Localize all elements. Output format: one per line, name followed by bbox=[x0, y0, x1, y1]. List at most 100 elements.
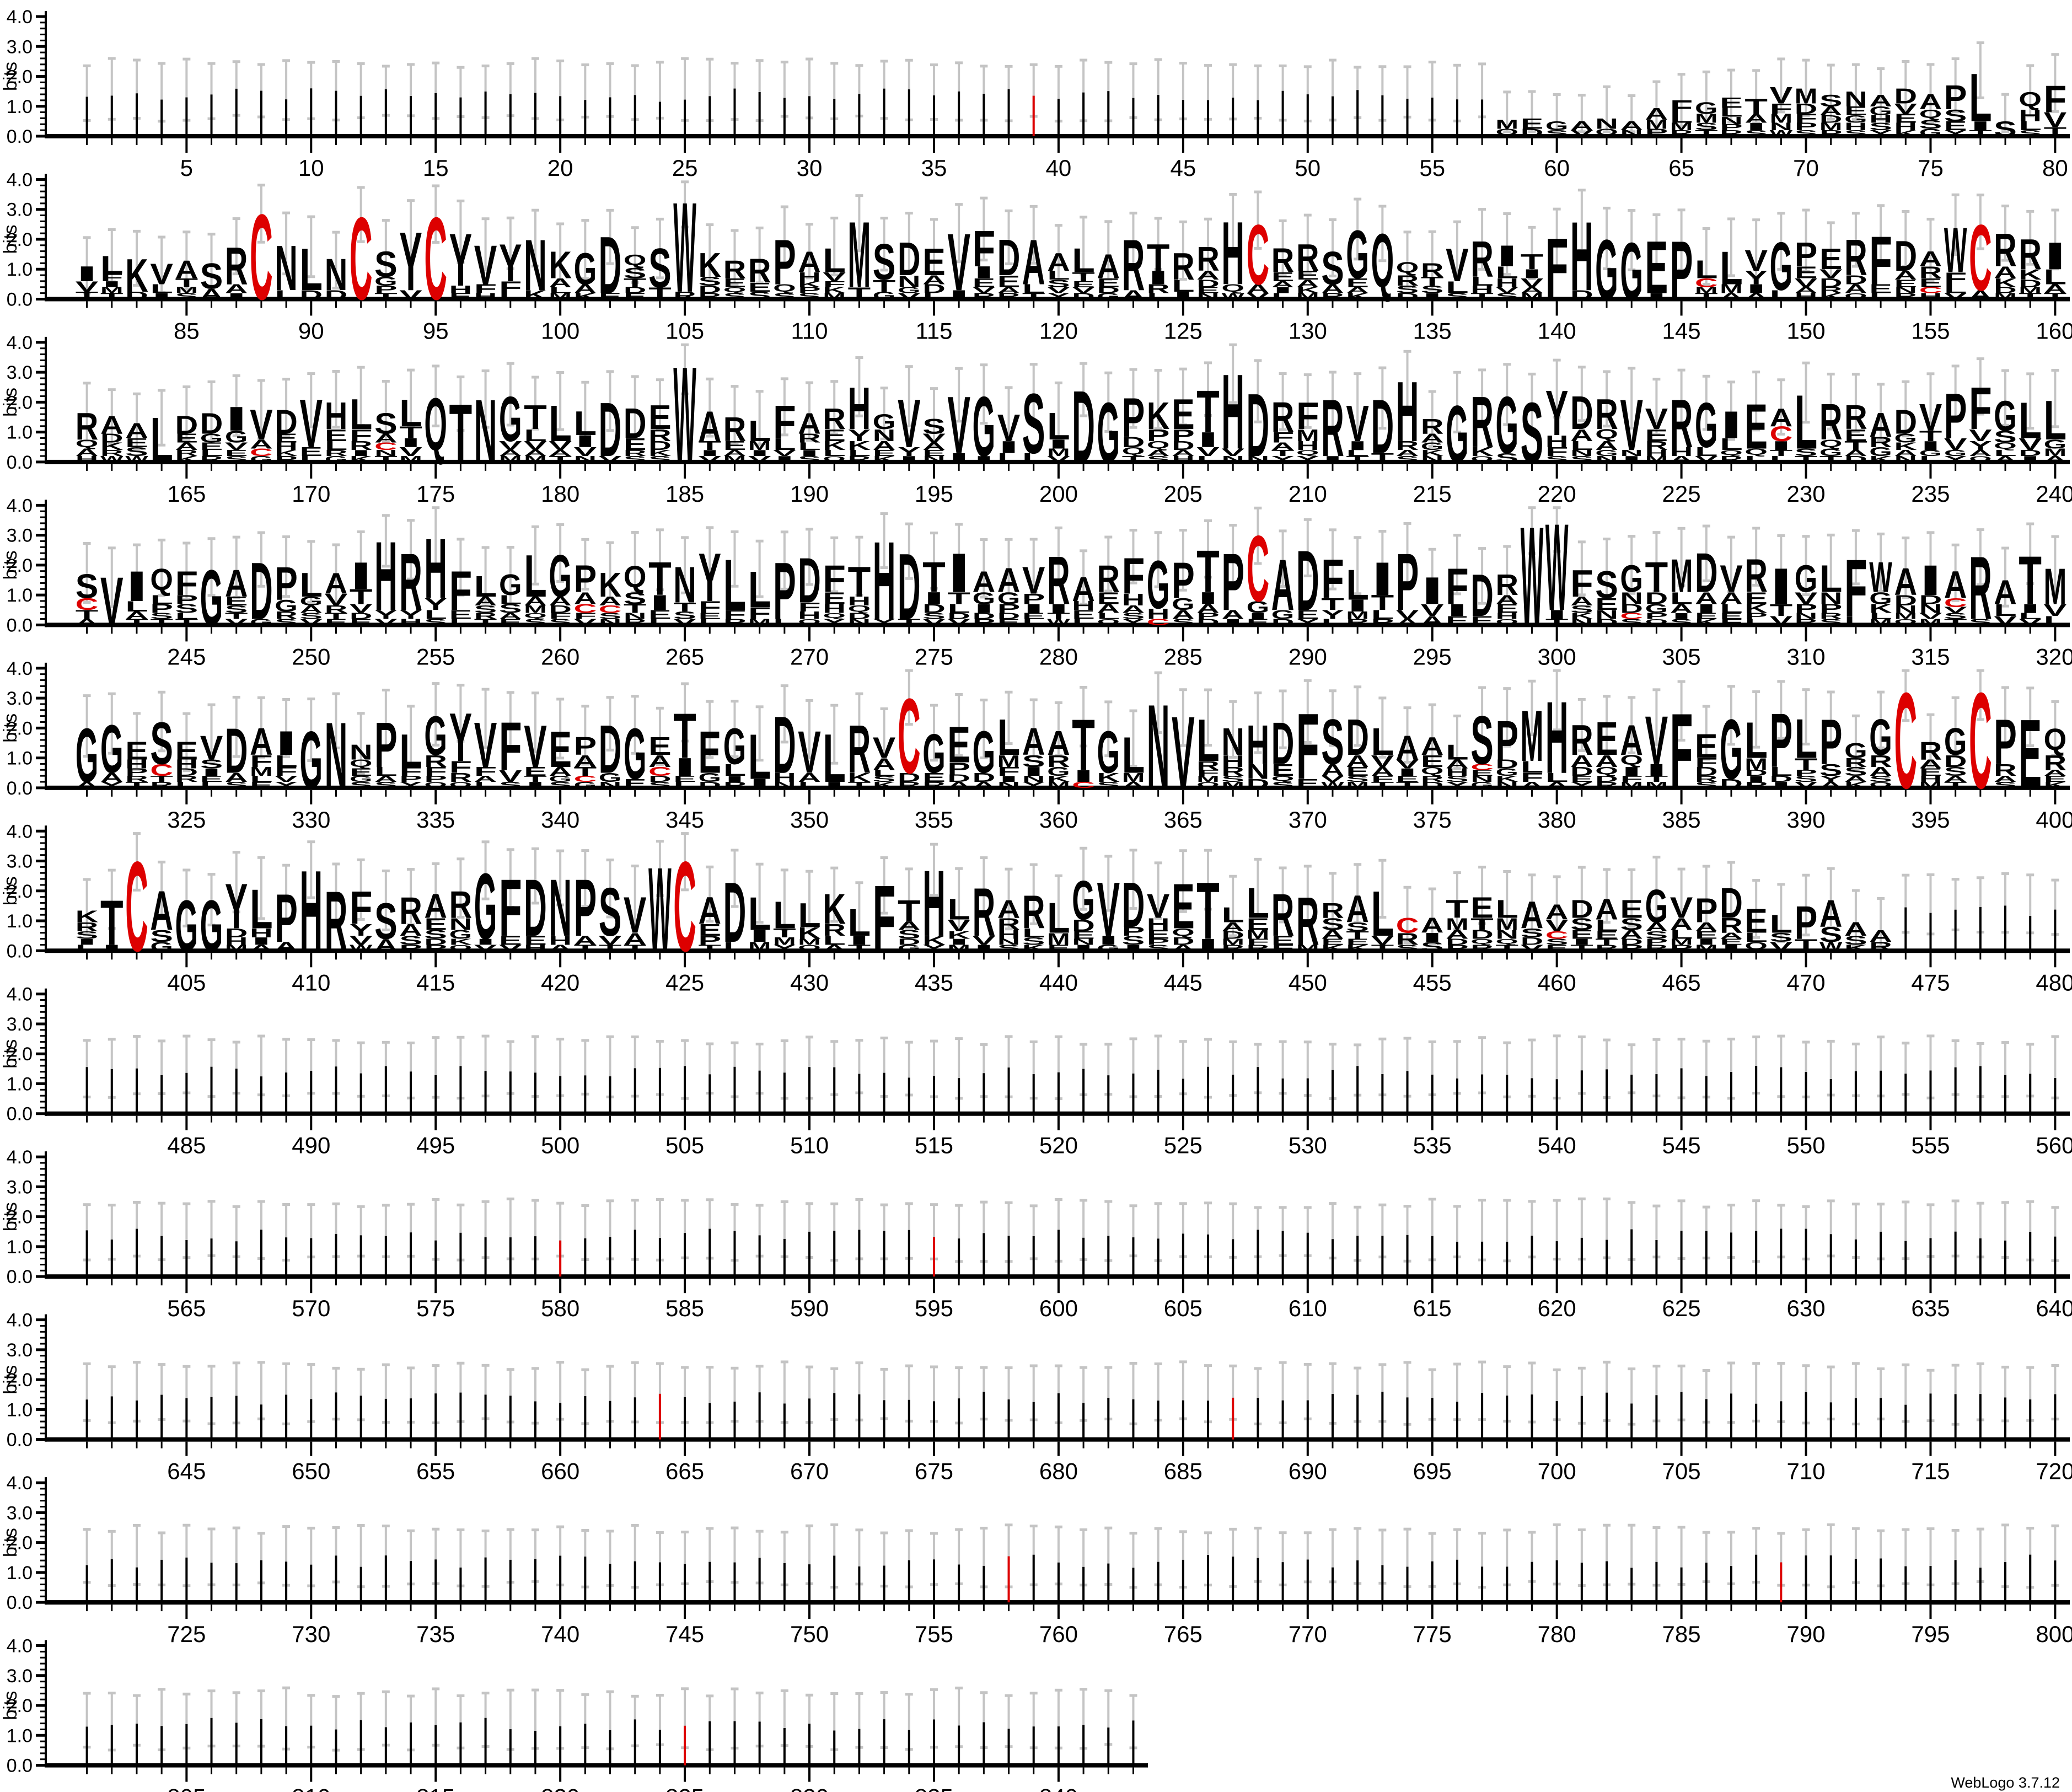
svg-text:C: C bbox=[250, 189, 273, 325]
svg-text:390: 390 bbox=[1786, 807, 1825, 833]
svg-text:A: A bbox=[1421, 732, 1444, 761]
svg-text:I: I bbox=[1720, 404, 1743, 447]
svg-text:L: L bbox=[549, 395, 572, 452]
svg-text:V: V bbox=[1744, 244, 1768, 278]
svg-text:V: V bbox=[1047, 286, 1070, 295]
svg-text:G: G bbox=[1620, 558, 1643, 601]
svg-text:G: G bbox=[1720, 702, 1743, 797]
svg-text:70: 70 bbox=[1793, 155, 1819, 181]
svg-text:bits: bits bbox=[0, 713, 21, 743]
svg-text:M: M bbox=[2044, 559, 2067, 615]
svg-text:G: G bbox=[424, 705, 447, 767]
svg-text:A: A bbox=[150, 880, 173, 942]
svg-text:H: H bbox=[848, 376, 871, 442]
svg-text:P: P bbox=[275, 557, 298, 610]
svg-text:255: 255 bbox=[416, 643, 455, 669]
svg-text:E: E bbox=[997, 272, 1021, 291]
svg-text:D: D bbox=[1097, 286, 1120, 295]
svg-text:F: F bbox=[1321, 548, 1344, 610]
svg-text:4.0: 4.0 bbox=[7, 821, 33, 842]
svg-text:0.0: 0.0 bbox=[7, 1267, 33, 1287]
svg-text:65: 65 bbox=[1668, 155, 1694, 181]
svg-text:60: 60 bbox=[1544, 155, 1570, 181]
svg-text:D: D bbox=[599, 387, 622, 473]
svg-text:355: 355 bbox=[915, 807, 953, 833]
svg-text:4.0: 4.0 bbox=[7, 658, 33, 679]
svg-text:T: T bbox=[1196, 865, 1220, 956]
svg-text:R: R bbox=[2019, 232, 2042, 279]
svg-text:G: G bbox=[1869, 104, 1892, 119]
svg-text:S: S bbox=[1944, 106, 1967, 125]
svg-text:450: 450 bbox=[1289, 969, 1327, 995]
svg-text:H: H bbox=[873, 518, 896, 643]
svg-text:L: L bbox=[100, 251, 124, 280]
svg-text:R: R bbox=[1396, 272, 1419, 289]
svg-text:4.0: 4.0 bbox=[7, 495, 33, 516]
svg-text:620: 620 bbox=[1538, 1295, 1576, 1321]
svg-text:F: F bbox=[100, 272, 124, 284]
svg-text:E: E bbox=[1097, 276, 1120, 291]
svg-text:225: 225 bbox=[1662, 481, 1701, 507]
svg-text:V: V bbox=[250, 402, 273, 449]
svg-text:G: G bbox=[1545, 119, 1569, 133]
svg-text:I: I bbox=[76, 262, 99, 286]
svg-text:A: A bbox=[1570, 119, 1593, 133]
svg-text:N: N bbox=[1196, 292, 1220, 301]
svg-text:bits: bits bbox=[0, 62, 21, 91]
svg-text:V: V bbox=[1496, 286, 1519, 295]
svg-text:1.0: 1.0 bbox=[7, 585, 33, 606]
svg-text:A: A bbox=[1296, 277, 1319, 289]
svg-text:D: D bbox=[1247, 375, 1270, 475]
svg-text:A: A bbox=[1819, 104, 1843, 119]
svg-text:T: T bbox=[1744, 95, 1768, 119]
svg-text:G: G bbox=[1147, 546, 1170, 623]
svg-text:T: T bbox=[1421, 275, 1444, 289]
svg-text:455: 455 bbox=[1413, 969, 1452, 995]
svg-text:M: M bbox=[1296, 292, 1319, 301]
svg-text:S: S bbox=[374, 407, 398, 441]
svg-text:F: F bbox=[350, 882, 373, 934]
svg-text:D: D bbox=[1570, 895, 1593, 924]
svg-text:0.0: 0.0 bbox=[7, 1430, 33, 1451]
svg-text:E: E bbox=[648, 732, 672, 761]
svg-text:bits: bits bbox=[0, 1039, 21, 1069]
svg-text:G: G bbox=[1695, 390, 1718, 461]
svg-text:L: L bbox=[1496, 263, 1519, 282]
svg-text:G: G bbox=[499, 384, 522, 455]
svg-text:G: G bbox=[873, 289, 896, 302]
svg-text:1.0: 1.0 bbox=[7, 748, 33, 769]
svg-text:470: 470 bbox=[1786, 969, 1825, 995]
svg-text:E: E bbox=[1172, 871, 1195, 942]
svg-text:3.0: 3.0 bbox=[7, 200, 33, 221]
svg-text:T: T bbox=[624, 276, 647, 291]
svg-text:H: H bbox=[1570, 202, 1593, 311]
svg-text:A: A bbox=[1645, 104, 1668, 124]
svg-text:R: R bbox=[1047, 542, 1070, 619]
svg-text:A: A bbox=[1620, 119, 1643, 133]
svg-text:495: 495 bbox=[416, 1133, 455, 1158]
svg-text:S: S bbox=[773, 292, 796, 301]
svg-text:E: E bbox=[449, 292, 473, 301]
svg-text:R: R bbox=[1321, 292, 1344, 301]
svg-text:4.0: 4.0 bbox=[7, 984, 33, 1005]
svg-text:H: H bbox=[798, 270, 821, 285]
svg-text:T: T bbox=[898, 894, 921, 928]
svg-text:A: A bbox=[250, 721, 273, 764]
svg-text:660: 660 bbox=[541, 1458, 579, 1484]
svg-text:V: V bbox=[898, 385, 921, 462]
svg-text:L: L bbox=[1172, 276, 1195, 296]
svg-text:P: P bbox=[1396, 536, 1419, 627]
svg-text:R: R bbox=[1321, 383, 1344, 474]
svg-text:E: E bbox=[1944, 119, 1967, 133]
svg-text:H: H bbox=[1221, 203, 1244, 304]
svg-text:0.0: 0.0 bbox=[7, 126, 33, 147]
svg-text:575: 575 bbox=[416, 1295, 455, 1321]
svg-text:S: S bbox=[1321, 707, 1344, 778]
svg-text:D: D bbox=[699, 283, 722, 296]
svg-text:445: 445 bbox=[1164, 969, 1203, 995]
svg-text:V: V bbox=[1720, 558, 1743, 601]
svg-text:L: L bbox=[997, 709, 1021, 766]
svg-text:V: V bbox=[1172, 695, 1195, 809]
svg-text:210: 210 bbox=[1289, 481, 1327, 507]
svg-text:305: 305 bbox=[1662, 643, 1701, 669]
